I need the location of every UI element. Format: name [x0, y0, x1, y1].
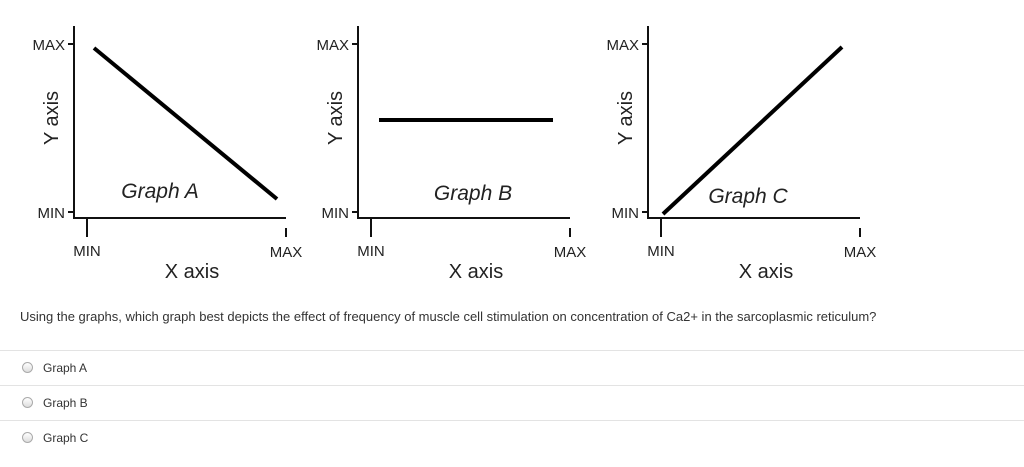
- y-max-label: MAX: [606, 37, 639, 54]
- x-max-label: MAX: [554, 244, 587, 261]
- x-max-label: MAX: [270, 244, 303, 261]
- x-axis-title: X axis: [165, 261, 219, 283]
- y-min-label: MIN: [612, 205, 640, 222]
- option-label[interactable]: Graph C: [43, 431, 89, 445]
- option-label[interactable]: Graph A: [43, 361, 88, 375]
- option[interactable]: Graph A: [0, 350, 1024, 386]
- x-min-label: MIN: [357, 243, 385, 260]
- graph-curve: [661, 45, 844, 216]
- x-min-label: MIN: [73, 243, 101, 260]
- option-label[interactable]: Graph B: [43, 396, 88, 410]
- x-max-label: MAX: [844, 244, 877, 261]
- x-min-label: MIN: [647, 243, 675, 260]
- graph-label: Graph B: [434, 182, 512, 205]
- y-max-label: MAX: [32, 37, 65, 54]
- y-min-label: MIN: [322, 205, 350, 222]
- option[interactable]: Graph B: [0, 385, 1024, 421]
- graph-label: Graph C: [708, 185, 788, 208]
- graph-label: Graph A: [121, 180, 198, 203]
- radio-button[interactable]: [22, 432, 33, 443]
- y-min-label: MIN: [38, 205, 66, 222]
- y-axis-title: Y axis: [41, 91, 63, 145]
- graphs-figure: MAX MIN MIN MAX X axis Y axis Graph A MAX MIN MIN…: [32, 26, 877, 283]
- y-axis-title: Y axis: [615, 91, 637, 145]
- question: Using the graphs, which graph best depic…: [20, 309, 877, 324]
- x-axis-title: X axis: [449, 261, 503, 283]
- radio-button[interactable]: [22, 362, 33, 373]
- x-axis-title: X axis: [739, 261, 793, 283]
- graph-curve: [92, 46, 279, 201]
- y-axis-title: Y axis: [325, 91, 347, 145]
- radio-button[interactable]: [22, 397, 33, 408]
- y-max-label: MAX: [316, 37, 349, 54]
- option[interactable]: Graph C: [0, 420, 1024, 456]
